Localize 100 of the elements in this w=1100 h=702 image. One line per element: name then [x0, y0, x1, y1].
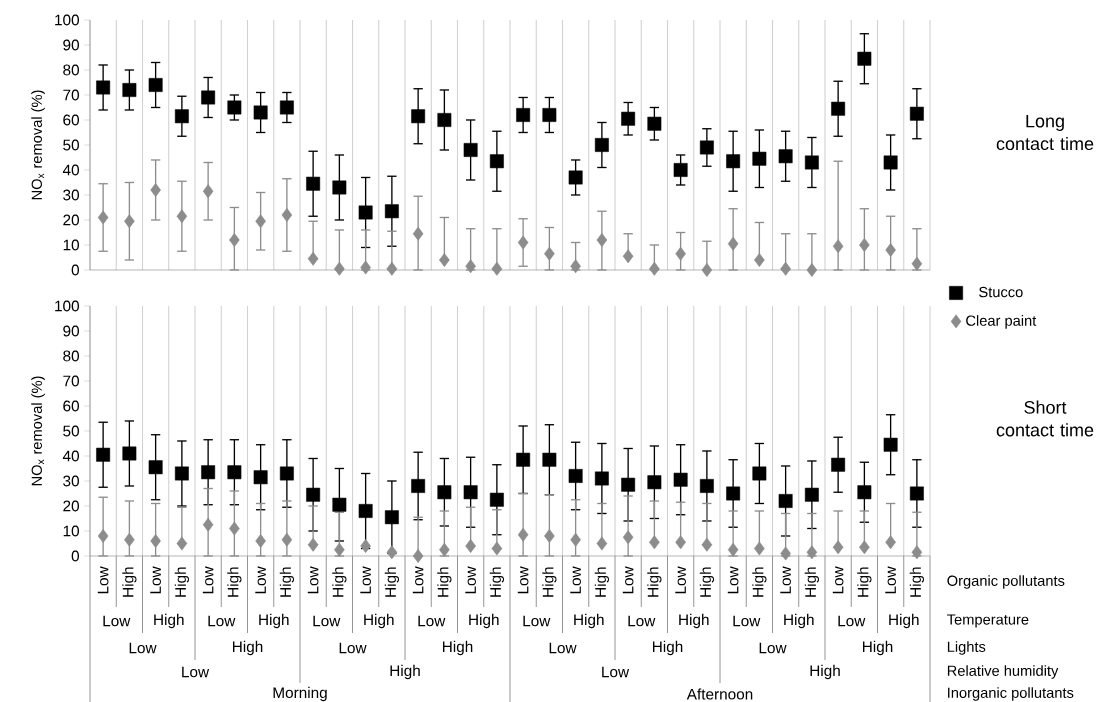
- point: [489, 492, 504, 507]
- point: [778, 494, 793, 508]
- point: [122, 83, 137, 97]
- point: [675, 246, 686, 261]
- y-tick-label: 30: [63, 189, 79, 201]
- text: High: [652, 640, 683, 656]
- point: [544, 529, 555, 543]
- point: [673, 163, 688, 177]
- point: [673, 472, 688, 487]
- text: Low: [628, 615, 656, 627]
- point: [754, 541, 765, 556]
- point: [570, 259, 581, 274]
- x-tick-label: High: [647, 567, 662, 597]
- point: [675, 535, 686, 550]
- point: [832, 540, 844, 555]
- point: [255, 214, 266, 229]
- point: [150, 183, 161, 197]
- point: [201, 465, 216, 480]
- point: [568, 170, 583, 185]
- point: [542, 108, 557, 122]
- point: [96, 80, 111, 95]
- text: Relative humidity: [947, 665, 1059, 679]
- point: [780, 261, 791, 276]
- y-tick-label: 80: [63, 64, 79, 76]
- x-tick-label: High: [542, 567, 557, 597]
- point: [621, 111, 636, 126]
- point: [439, 253, 450, 267]
- x-tick-label: High: [122, 567, 137, 597]
- point: [859, 540, 870, 555]
- x-tick-label: High: [437, 567, 452, 597]
- point: [96, 447, 111, 462]
- point: [227, 465, 242, 480]
- point: [253, 470, 268, 485]
- point: [911, 256, 923, 271]
- point: [465, 539, 476, 553]
- point: [491, 541, 503, 556]
- point: [806, 263, 818, 277]
- point: [568, 469, 583, 483]
- x-tick-label: High: [489, 567, 505, 597]
- point: [911, 545, 923, 560]
- x-tick-label: Low: [885, 566, 896, 594]
- text: High: [364, 613, 394, 629]
- point: [386, 545, 398, 560]
- x-tick-label: High: [332, 567, 347, 597]
- point: [727, 542, 739, 557]
- point: [752, 151, 767, 166]
- point: [307, 251, 319, 266]
- point: [622, 530, 634, 545]
- point: [491, 261, 503, 276]
- point: [97, 210, 109, 225]
- point: [516, 452, 531, 467]
- text: Low: [838, 615, 866, 627]
- point: [281, 208, 293, 222]
- y-tick-label: 40: [62, 450, 79, 462]
- text: High: [442, 640, 473, 656]
- y-tick-label: 90: [63, 39, 79, 51]
- point: [384, 510, 399, 525]
- text: Low: [339, 642, 367, 654]
- y-tick-label: 0: [71, 264, 79, 276]
- point: [622, 249, 634, 264]
- point: [649, 535, 660, 550]
- point: [465, 259, 476, 274]
- y-tick-label: 30: [63, 475, 79, 487]
- point: [386, 261, 398, 276]
- point: [253, 105, 268, 120]
- text: Low: [523, 615, 551, 627]
- x-tick-label: High: [594, 567, 610, 597]
- y-tick-label: 80: [63, 350, 79, 362]
- point: [124, 214, 135, 229]
- text: Low: [103, 615, 131, 627]
- legend-label: Stucco: [979, 286, 1023, 298]
- x-tick-label: Low: [570, 566, 581, 594]
- point: [726, 154, 741, 169]
- point: [174, 109, 189, 124]
- point: [358, 504, 373, 518]
- point: [804, 487, 819, 502]
- point: [726, 486, 741, 501]
- point: [804, 155, 819, 170]
- point: [489, 154, 504, 169]
- text: Inorganic pollutants: [948, 687, 1074, 701]
- x-tick-label: Low: [727, 566, 739, 594]
- y-tick-label: 70: [63, 89, 79, 101]
- point: [306, 176, 321, 191]
- x-tick-label: High: [857, 567, 872, 597]
- text: Low: [182, 666, 210, 678]
- point: [883, 155, 898, 170]
- text: High: [810, 664, 840, 680]
- text: Short contact time: [996, 400, 1094, 437]
- text: Low: [733, 615, 761, 627]
- text: Low: [129, 642, 157, 654]
- x-tick-label: Low: [675, 566, 686, 594]
- point: [857, 51, 872, 66]
- point: [279, 100, 294, 115]
- x-tick-label: Low: [202, 566, 214, 594]
- x-tick-label: High: [279, 567, 295, 597]
- point: [148, 78, 163, 92]
- y-tick-label: 20: [63, 214, 79, 226]
- x-tick-label: Low: [622, 566, 634, 594]
- text: High: [784, 613, 814, 629]
- point: [411, 109, 426, 124]
